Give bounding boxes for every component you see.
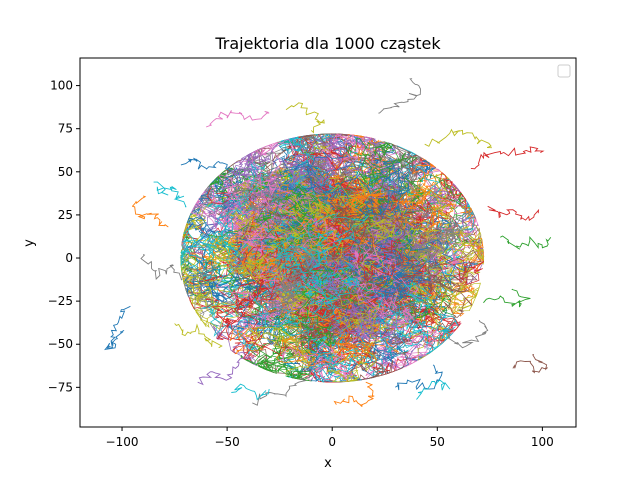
trajectory-line-outlier bbox=[180, 157, 232, 173]
trajectory-line-outlier bbox=[140, 254, 183, 281]
trajectory-line-outlier bbox=[285, 102, 325, 134]
x-axis-label: x bbox=[324, 456, 332, 471]
x-tick-label: 100 bbox=[531, 435, 554, 449]
trajectory-line-outlier bbox=[252, 371, 312, 406]
trajectory-line bbox=[265, 171, 403, 249]
trajectory-line bbox=[208, 183, 345, 290]
trajectory-line bbox=[238, 195, 344, 283]
chart-title: Trajektoria dla 1000 cząstek bbox=[214, 34, 441, 53]
trajectory-line bbox=[252, 261, 353, 328]
plot-area bbox=[104, 78, 552, 407]
legend-box bbox=[557, 64, 571, 78]
y-axis-ticks: −75 −50 −25 0 25 50 75 100 bbox=[48, 79, 80, 394]
y-tick-label: 50 bbox=[58, 165, 73, 179]
x-tick-label: 0 bbox=[328, 435, 336, 449]
trajectory-line-outlier bbox=[277, 343, 346, 362]
trajectory-line-outlier bbox=[470, 146, 545, 170]
trajectory-line bbox=[313, 254, 402, 343]
trajectory-line bbox=[337, 193, 482, 293]
trajectory-line-outlier bbox=[197, 357, 244, 386]
plot-frame bbox=[79, 57, 577, 428]
trajectory-line-outlier bbox=[500, 235, 552, 250]
trajectory-line bbox=[316, 205, 405, 282]
trajectory-line bbox=[286, 214, 342, 359]
y-tick-label: 0 bbox=[65, 251, 73, 265]
trajectory-line bbox=[289, 227, 394, 329]
trajectory-line-outlier bbox=[447, 319, 489, 349]
trajectory-line-outlier bbox=[512, 354, 548, 374]
y-tick-label: 75 bbox=[58, 122, 73, 136]
trajectory-line-outlier bbox=[416, 379, 451, 400]
trajectory-line-outlier bbox=[131, 195, 169, 228]
trajectory-line bbox=[274, 213, 370, 295]
trajectory-line-outlier bbox=[424, 128, 492, 149]
trajectory-line-outlier bbox=[333, 381, 375, 407]
x-tick-label: −100 bbox=[106, 435, 139, 449]
y-tick-label: 25 bbox=[58, 208, 73, 222]
trajectory-line-outlier bbox=[174, 323, 223, 349]
trajectory-line-outlier bbox=[395, 364, 443, 391]
trajectory-line bbox=[232, 149, 339, 258]
y-tick-label: −50 bbox=[48, 337, 73, 351]
trajectory-line-outlier bbox=[153, 181, 187, 208]
trajectory-line bbox=[293, 257, 382, 383]
trajectory-line bbox=[238, 138, 336, 255]
trajectory-line-outlier bbox=[205, 110, 270, 128]
trajectory-line bbox=[337, 137, 408, 263]
trajectory-line bbox=[316, 251, 422, 379]
y-axis-label: y bbox=[22, 239, 37, 247]
y-tick-label: −25 bbox=[48, 294, 73, 308]
trajectory-line-outlier bbox=[231, 383, 270, 401]
x-tick-label: −50 bbox=[214, 435, 239, 449]
trajectory-line-outlier bbox=[487, 205, 540, 221]
trajectory-line bbox=[231, 147, 336, 268]
trajectory-line bbox=[295, 224, 398, 304]
trajectory-line-outlier bbox=[483, 288, 531, 308]
y-tick-label: 100 bbox=[50, 79, 73, 93]
plot-axes: −100 −50 0 50 100 −75 −50 −25 0 25 50 75 100 bbox=[48, 57, 577, 449]
trajectory-line-outlier bbox=[104, 305, 131, 351]
trajectory-line bbox=[256, 226, 364, 315]
trajectory-line bbox=[311, 252, 459, 353]
x-axis-ticks: −100 −50 0 50 100 bbox=[106, 427, 554, 449]
x-tick-label: 50 bbox=[430, 435, 445, 449]
trajectory-line-outlier bbox=[378, 78, 421, 114]
y-tick-label: −75 bbox=[48, 380, 73, 394]
